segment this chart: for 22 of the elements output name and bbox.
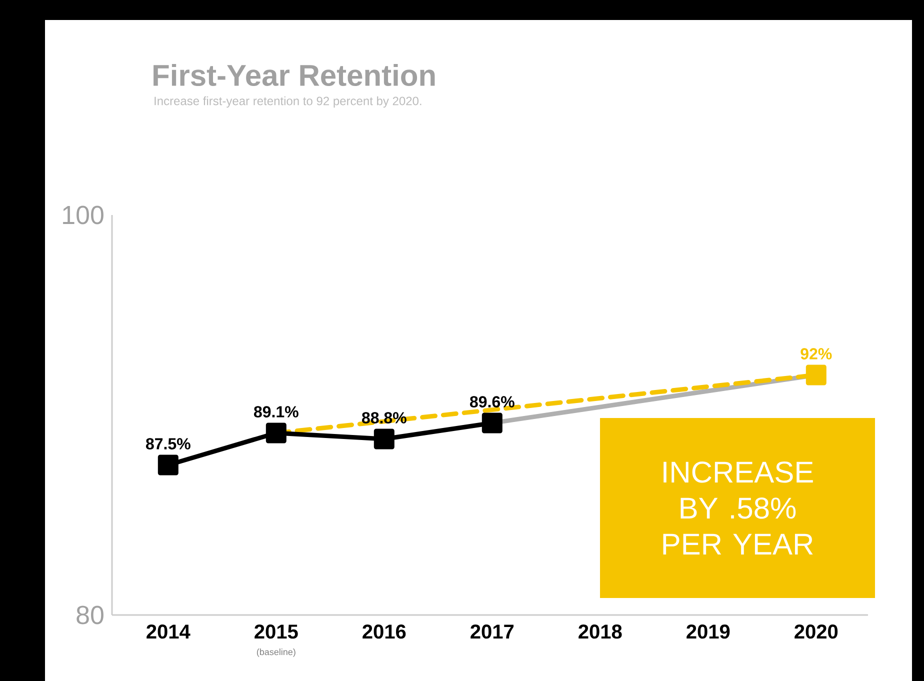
y-tick-label: 80 xyxy=(76,606,104,624)
chart-subtitle: Increase first-year retention to 92 percent by 2020. xyxy=(154,96,422,108)
data-label: 89.1% xyxy=(254,406,298,418)
point xyxy=(374,428,394,450)
point xyxy=(806,364,826,386)
data-label: 92% xyxy=(800,348,832,360)
data-label: 87.5% xyxy=(146,438,190,450)
point xyxy=(266,422,286,444)
point xyxy=(482,412,502,434)
x-tick-label: 2018 xyxy=(578,624,622,639)
x-tick-label: 2017 xyxy=(470,624,514,639)
text: (baseline) xyxy=(256,648,296,657)
point xyxy=(158,454,178,476)
x-tick-label: 2019 xyxy=(686,624,730,639)
annotation: INCREASE BY .58% PER YEAR xyxy=(663,462,813,554)
y-tick-label: 100 xyxy=(63,206,104,224)
x-tick-label: 2016 xyxy=(362,624,406,639)
chart-title: First-Year Retention xyxy=(154,64,435,86)
x-tick-label: 2015 xyxy=(254,624,298,639)
x-tick-label: 2014 xyxy=(146,624,190,639)
data-label: 89.6% xyxy=(470,396,514,408)
x-tick-label: 2020 xyxy=(794,624,838,639)
